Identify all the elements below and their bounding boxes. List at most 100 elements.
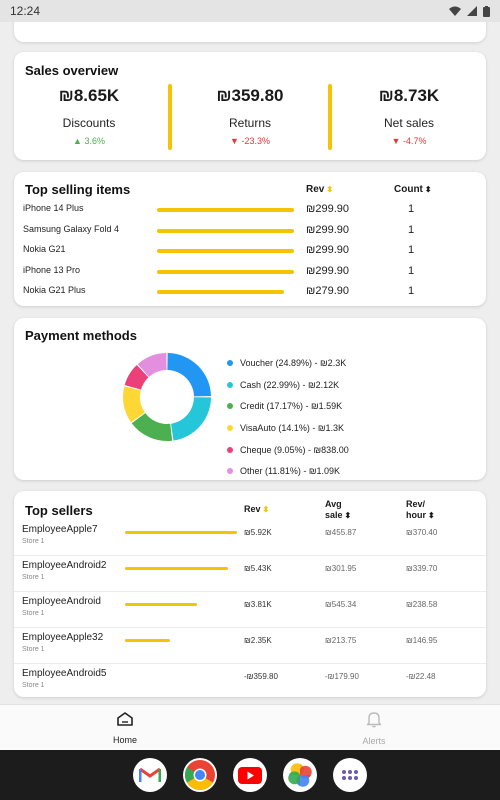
seller-name: EmployeeAndroid5 [22,668,107,679]
legend-label: Cash (22.99%) - ₪2.12K [240,379,340,390]
donut-slice[interactable] [137,353,167,377]
donut-slice[interactable] [170,397,211,441]
payment-methods-card: Payment methods Voucher (24.89%) - ₪2.3K… [14,318,486,480]
seller-name: EmployeeApple32 [22,632,104,643]
item-revenue: ₪299.90 [306,264,349,277]
count-column-header[interactable]: Count ⬍ [394,184,432,195]
item-bar [157,228,294,233]
seller-revenue: ₪5.92K [244,528,272,537]
list-item[interactable]: Nokia G21 ₪299.90 1 [14,241,486,261]
status-time: 12:24 [10,4,41,18]
seller-row[interactable]: EmployeeAndroid5 Store 1 -₪359.80 -₪179.… [14,668,486,704]
nav-alerts[interactable]: Alerts [334,711,414,746]
seller-row[interactable]: EmployeeAndroid2 Store 1 ₪5.43K ₪301.95 … [14,560,486,596]
item-bar [157,290,285,294]
donut-slice[interactable] [124,365,149,390]
seller-store: Store 1 [22,610,45,617]
rev-column-header[interactable]: Rev ⬍ [306,184,333,195]
legend-label: Other (11.81%) - ₪1.09K [240,466,341,477]
list-item[interactable]: iPhone 13 Pro ₪299.90 1 [14,262,486,282]
metric-divider [328,84,332,150]
item-name: Samsung Galaxy Fold 4 [23,223,120,234]
top-selling-items-title: Top selling items [25,182,131,197]
header-label: Rev [244,504,261,514]
seller-bar [125,531,237,534]
header-label: sale [325,510,343,520]
donut-slice[interactable] [167,353,211,397]
seller-bar [125,603,197,606]
change-value: -4.7% [402,136,427,146]
row-divider [14,627,486,628]
legend-item[interactable]: VisaAuto (14.1%) - ₪1.3K [227,417,349,439]
legend-item[interactable]: Other (11.81%) - ₪1.09K [227,460,349,482]
sales-overview-title: Sales overview [25,63,119,78]
sort-icon: ⬍ [326,184,334,194]
battery-icon [483,5,490,17]
seller-name: EmployeeAndroid [22,596,101,607]
item-name: iPhone 14 Plus [23,203,84,213]
seller-store: Store 1 [22,646,45,653]
wifi-icon [449,6,461,16]
top-sellers-card: Top sellers Rev ⬍ Avg sale ⬍ Rev/hour ⬍ Empl… [14,491,486,697]
seller-store: Store 1 [22,682,45,689]
seller-row[interactable]: EmployeeAndroid Store 1 ₪3.81K ₪545.34 ₪… [14,596,486,632]
sales-overview-card: Sales overview ₪8.65K Discounts ▲ 3.6% ₪… [14,52,486,160]
seller-avg-sale: ₪213.75 [325,636,357,645]
seller-avg-sale: ₪455.87 [325,528,357,537]
nav-home[interactable]: Home [85,711,165,745]
legend-label: Voucher (24.89%) - ₪2.3K [240,357,347,368]
seller-row[interactable]: EmployeeApple7 Store 1 ₪5.92K ₪455.87 ₪3… [14,524,486,560]
rev-per-hour-column-header[interactable]: Rev/hour ⬍ [406,499,435,521]
legend-dot [227,468,233,475]
arrow-down-icon: ▼ [230,136,239,146]
seller-rev-per-hour: ₪339.70 [406,564,438,573]
legend-label: Credit (17.17%) - ₪1.59K [240,401,343,412]
photos-icon[interactable] [283,758,317,792]
signal-icon [467,6,477,16]
youtube-icon[interactable] [233,758,267,792]
home-icon [117,712,133,726]
seller-revenue: ₪3.81K [244,600,272,609]
legend-item[interactable]: Cheque (9.05%) - ₪838.00 [227,439,349,461]
metric-value: ₪8.65K [58,86,120,105]
list-item[interactable]: Samsung Galaxy Fold 4 ₪299.90 1 [14,221,486,241]
sort-icon: ⬍ [428,511,435,521]
avg-sale-column-header[interactable]: Avg sale ⬍ [325,499,351,521]
donut-slice[interactable] [123,386,145,423]
metric-label: Discounts [62,116,116,130]
payment-methods-title: Payment methods [25,328,137,343]
app-drawer-icon[interactable] [333,758,367,792]
header-label: Count [394,184,423,195]
row-divider [14,663,486,664]
taskbar [0,750,500,800]
sort-icon: ⬍ [344,511,352,521]
seller-avg-sale: ₪545.34 [325,600,357,609]
gmail-icon[interactable] [133,758,167,792]
nav-home-label: Home [112,735,137,745]
legend-item[interactable]: Credit (17.17%) - ₪1.59K [227,395,349,417]
seller-rev-per-hour: ₪238.58 [406,600,438,609]
metric-divider [168,84,172,150]
seller-row[interactable]: EmployeeApple32 Store 1 ₪2.35K ₪213.75 ₪… [14,632,486,668]
row-divider [14,555,486,556]
legend-dot [227,381,233,388]
rev-column-header[interactable]: Rev ⬍ [244,504,269,515]
legend-label: Cheque (9.05%) - ₪838.00 [240,444,349,455]
change-value: -23.3% [241,136,270,146]
seller-store: Store 1 [22,538,45,545]
bell-icon [366,712,382,728]
legend-item[interactable]: Voucher (24.89%) - ₪2.3K [227,352,349,374]
list-item[interactable]: Nokia G21 Plus ₪279.90 1 [14,282,486,302]
legend-dot [227,446,233,453]
seller-revenue: -₪359.80 [244,672,278,681]
list-item[interactable]: iPhone 14 Plus ₪299.90 1 [14,200,486,220]
sort-icon: ⬍ [262,505,270,515]
row-divider [14,591,486,592]
nav-alerts-label: Alerts [362,736,386,746]
chrome-icon[interactable] [183,758,217,792]
item-count: 1 [408,285,415,297]
donut-slice[interactable] [131,413,173,441]
metric-returns: ₪359.80 Returns ▼ -23.3% [175,86,325,146]
legend-item[interactable]: Cash (22.99%) - ₪2.12K [227,374,349,396]
change-value: 3.6% [84,136,105,146]
